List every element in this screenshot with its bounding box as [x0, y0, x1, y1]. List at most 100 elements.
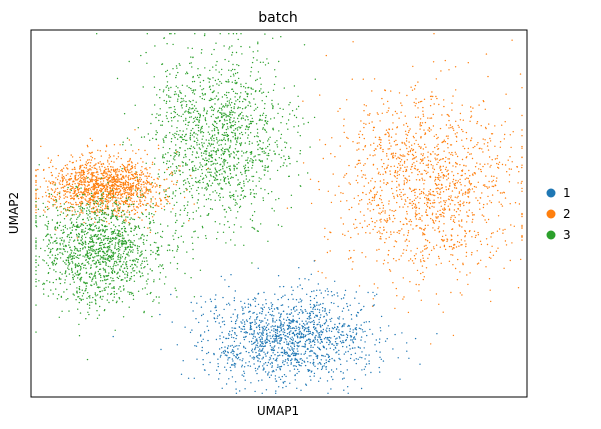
scatter-point — [354, 347, 356, 349]
scatter-point — [290, 363, 292, 365]
scatter-point — [415, 132, 417, 135]
scatter-point — [82, 170, 85, 172]
scatter-point — [76, 172, 78, 174]
scatter-point — [321, 331, 323, 334]
scatter-point — [271, 160, 273, 162]
scatter-point — [380, 144, 382, 147]
scatter-point — [426, 214, 429, 217]
scatter-point — [177, 151, 179, 153]
scatter-point — [217, 231, 219, 233]
scatter-point — [196, 151, 198, 153]
scatter-point — [186, 104, 188, 106]
scatter-point — [220, 157, 223, 160]
scatter-point — [341, 325, 344, 327]
scatter-point — [216, 317, 218, 319]
scatter-point — [254, 305, 257, 307]
scatter-point — [183, 205, 185, 207]
scatter-point — [473, 214, 475, 216]
scatter-point — [297, 131, 299, 133]
scatter-point — [326, 288, 328, 290]
scatter-point — [279, 315, 282, 317]
scatter-point — [371, 177, 373, 180]
scatter-point — [61, 170, 64, 172]
scatter-point — [231, 364, 233, 366]
scatter-point — [166, 81, 169, 83]
scatter-point — [189, 62, 191, 65]
scatter-point — [312, 312, 315, 315]
scatter-point — [210, 137, 212, 139]
scatter-point — [300, 185, 302, 187]
scatter-point — [206, 352, 208, 355]
scatter-point — [296, 344, 298, 347]
scatter-point — [468, 181, 470, 183]
scatter-point — [213, 313, 215, 315]
scatter-point — [130, 167, 132, 170]
scatter-point — [203, 205, 205, 207]
scatter-point — [395, 152, 397, 155]
scatter-point — [377, 173, 380, 175]
scatter-point — [390, 233, 392, 236]
scatter-point — [259, 350, 261, 352]
scatter-point — [207, 168, 209, 170]
scatter-point — [167, 166, 170, 169]
scatter-point — [273, 346, 275, 348]
scatter-point — [459, 112, 462, 115]
scatter-point — [509, 203, 511, 205]
scatter-point — [413, 143, 416, 145]
scatter-point — [273, 210, 275, 212]
scatter-point — [52, 183, 54, 185]
scatter-point — [504, 197, 507, 199]
scatter-point — [266, 158, 268, 160]
scatter-point — [275, 369, 277, 371]
scatter-point — [241, 124, 243, 127]
scatter-point — [481, 214, 483, 216]
scatter-point — [448, 209, 451, 211]
scatter-point — [350, 314, 353, 316]
scatter-point — [212, 66, 214, 68]
scatter-point — [409, 199, 411, 201]
scatter-point — [198, 143, 200, 145]
scatter-point — [423, 276, 425, 278]
scatter-point — [301, 312, 304, 314]
scatter-point — [384, 212, 386, 214]
scatter-point — [270, 307, 273, 310]
scatter-point — [185, 182, 187, 184]
scatter-point — [445, 189, 448, 191]
scatter-point — [340, 192, 342, 194]
scatter-point — [145, 162, 147, 164]
scatter-point — [356, 315, 358, 317]
scatter-point — [332, 328, 334, 330]
scatter-point — [212, 150, 214, 152]
scatter-point — [254, 367, 257, 370]
scatter-point — [436, 145, 438, 147]
scatter-point — [201, 178, 204, 180]
scatter-point — [189, 116, 191, 119]
scatter-point — [208, 86, 211, 88]
scatter-point — [297, 313, 299, 316]
scatter-point — [409, 188, 411, 190]
scatter-point — [179, 192, 182, 195]
scatter-point — [222, 196, 224, 198]
scatter-point — [92, 179, 94, 181]
scatter-point — [379, 195, 382, 197]
scatter-point — [419, 118, 422, 120]
scatter-point — [288, 332, 290, 334]
scatter-point — [499, 146, 501, 148]
scatter-point — [195, 318, 197, 320]
scatter-point — [426, 199, 428, 201]
scatter-point — [292, 350, 295, 353]
scatter-point — [229, 357, 231, 359]
scatter-point — [396, 127, 398, 129]
scatter-point — [294, 310, 296, 312]
scatter-point — [316, 339, 319, 341]
scatter-point — [309, 332, 312, 334]
scatter-point — [229, 207, 231, 209]
scatter-point — [236, 167, 238, 169]
scatter-point — [402, 206, 404, 208]
scatter-point — [280, 339, 282, 341]
scatter-point — [439, 188, 441, 191]
scatter-point — [452, 220, 455, 223]
scatter-point — [78, 188, 81, 190]
scatter-point — [197, 181, 200, 183]
scatter-point — [314, 78, 316, 80]
